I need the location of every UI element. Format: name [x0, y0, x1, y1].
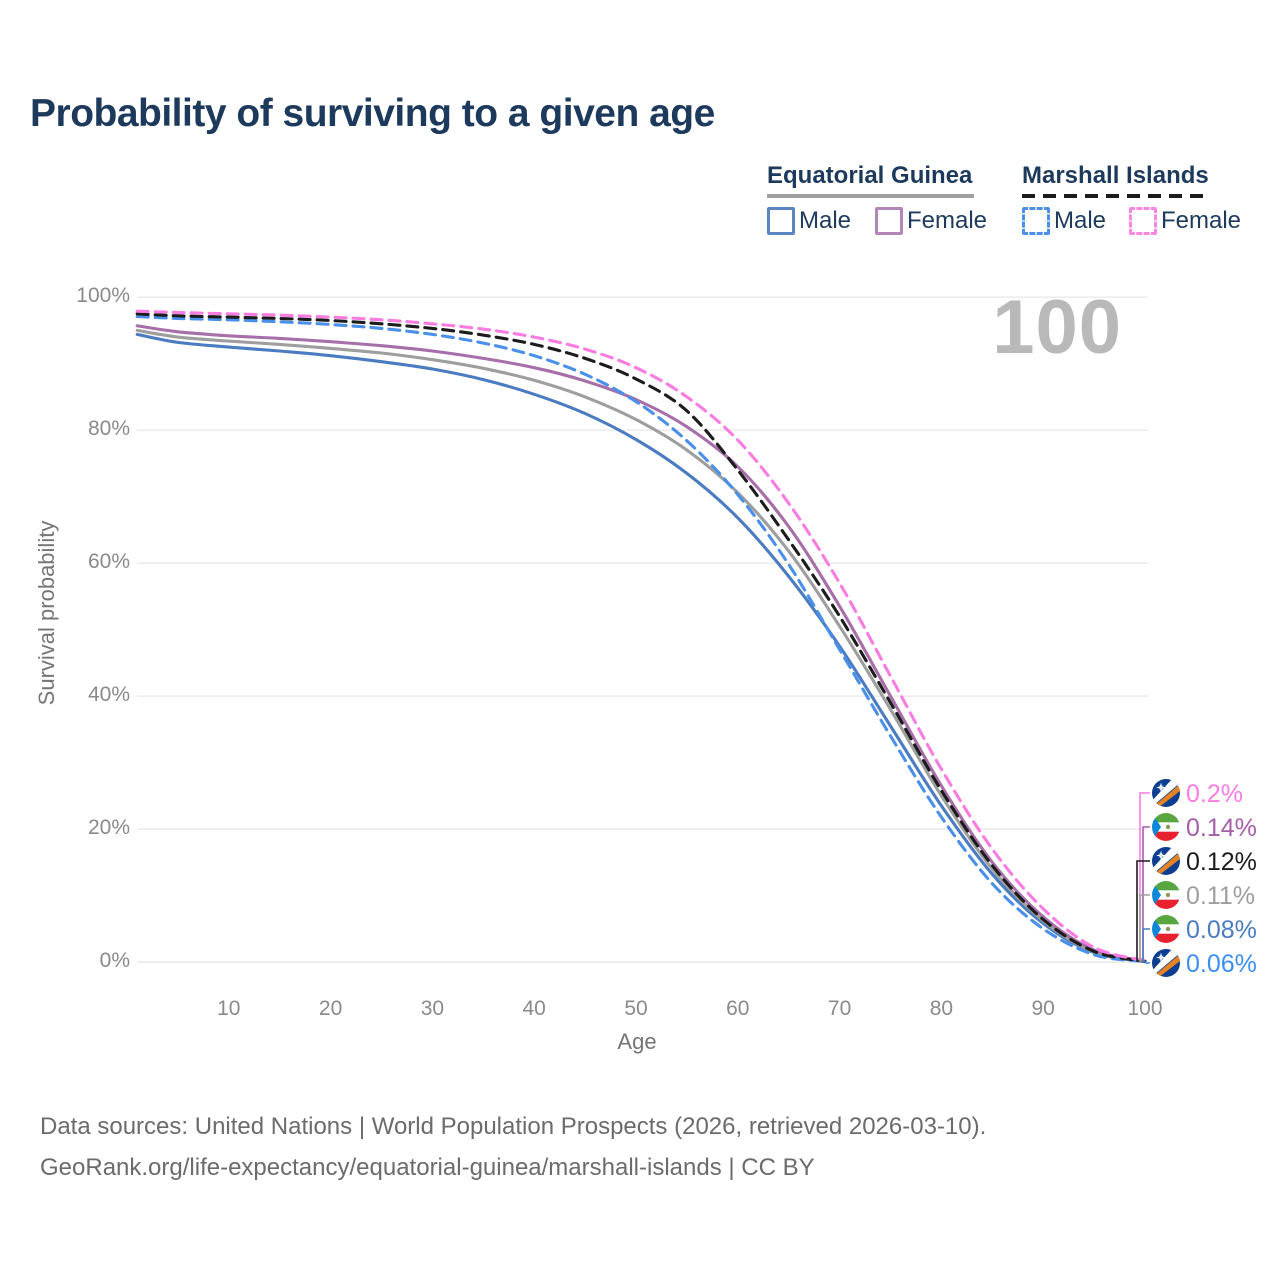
legend-country-marshall-islands[interactable]: Marshall Islands — [1022, 162, 1209, 189]
end-label-value: 0.08% — [1186, 916, 1257, 944]
x-tick-label: 70 — [827, 997, 852, 1020]
x-tick-label: 40 — [522, 997, 546, 1020]
legend-checkbox-mi-male[interactable] — [1022, 207, 1050, 235]
age-watermark: 100 — [992, 285, 1122, 370]
x-tick-label: 80 — [929, 997, 954, 1020]
x-tick-label: 30 — [420, 997, 445, 1020]
y-tick-label: 60% — [87, 550, 130, 574]
x-tick-label: 60 — [726, 997, 750, 1020]
legend-underline-dashed-icon — [1022, 194, 1206, 198]
equatorial-guinea-flag-icon — [1152, 813, 1180, 841]
end-label-connector — [1142, 826, 1150, 962]
legend-label-eq-male[interactable]: Male — [799, 207, 852, 234]
legend-checkbox-eq-male[interactable] — [767, 207, 795, 235]
series-line[interactable] — [135, 324, 1147, 963]
footer: Data sources: United Nations | World Pop… — [40, 1106, 1240, 1188]
series-line[interactable] — [135, 312, 1147, 963]
legend-country-equatorial-guinea[interactable]: Equatorial Guinea — [767, 162, 973, 189]
x-tick-label: 90 — [1031, 997, 1055, 1020]
end-label-connector — [1139, 792, 1150, 962]
y-tick-label: 80% — [87, 417, 130, 441]
x-tick-label: 50 — [624, 997, 648, 1020]
legend-label-mi-male[interactable]: Male — [1054, 207, 1107, 234]
x-axis-title: Age — [617, 1029, 657, 1054]
x-tick-label: 100 — [1127, 997, 1163, 1020]
equatorial-guinea-flag-icon — [1152, 881, 1180, 909]
y-tick-label: 100% — [76, 284, 130, 308]
marshall-islands-flag-icon — [1152, 949, 1180, 977]
y-tick-label: 40% — [87, 683, 130, 707]
legend-checkbox-mi-female[interactable] — [1129, 207, 1157, 235]
end-label-value: 0.12% — [1186, 848, 1257, 876]
y-axis-title: Survival probability — [34, 520, 59, 706]
end-label-value: 0.2% — [1186, 780, 1243, 808]
series-line[interactable] — [135, 328, 1147, 963]
series-line[interactable] — [135, 314, 1147, 964]
equatorial-guinea-flag-icon — [1152, 915, 1180, 943]
y-tick-label: 0% — [99, 949, 130, 972]
footer-attribution: GeoRank.org/life-expectancy/equatorial-g… — [40, 1154, 815, 1181]
x-tick-label: 10 — [217, 997, 241, 1020]
legend-label-mi-female[interactable]: Female — [1161, 207, 1242, 234]
end-label-value: 0.11% — [1186, 882, 1256, 910]
marshall-islands-flag-icon — [1152, 847, 1180, 875]
end-label-connector — [1142, 928, 1150, 962]
footer-data-sources: Data sources: United Nations | World Pop… — [40, 1113, 987, 1140]
series-line[interactable] — [135, 332, 1147, 964]
end-label-connector — [1145, 961, 1150, 964]
y-tick-label: 20% — [87, 816, 130, 840]
legend-label-eq-female[interactable]: Female — [907, 207, 988, 234]
page-title: Probability of surviving to a given age — [30, 92, 715, 135]
end-label-value: 0.06% — [1186, 950, 1257, 978]
end-label-value: 0.14% — [1186, 814, 1257, 842]
legend-underline-solid-icon — [767, 194, 974, 198]
series-line[interactable] — [135, 309, 1147, 963]
x-tick-label: 20 — [318, 997, 343, 1020]
marshall-islands-flag-icon — [1152, 779, 1180, 807]
end-label-connector — [1139, 894, 1150, 962]
legend-checkbox-eq-female[interactable] — [875, 207, 903, 235]
